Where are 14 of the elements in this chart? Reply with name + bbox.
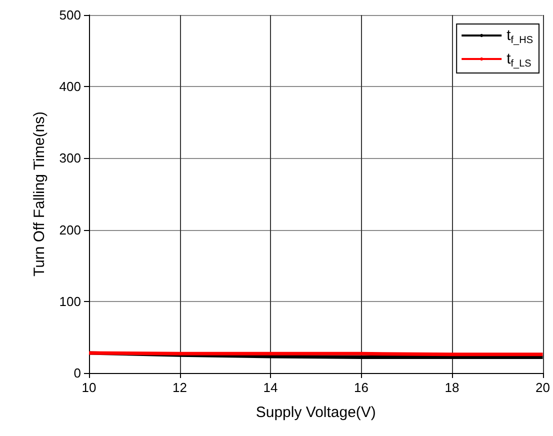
- y-tick-label: 300: [59, 150, 81, 166]
- x-axis-title: Supply Voltage(V): [256, 404, 376, 421]
- x-tick-label: 18: [444, 380, 460, 395]
- x-tick-label: 20: [536, 380, 550, 395]
- y-tick-label: 400: [59, 79, 81, 94]
- y-axis-title: Turn Off Falling Time(ns): [31, 111, 48, 277]
- x-tick-label: 16: [354, 380, 368, 395]
- y-tick-label: 100: [59, 294, 81, 309]
- y-tick-label: 0: [74, 366, 81, 380]
- y-tick-label: 200: [59, 222, 81, 238]
- y-tick-label: 500: [59, 8, 81, 22]
- x-tick-label: 10: [82, 380, 96, 395]
- x-tick-label: 14: [263, 380, 278, 395]
- x-tick-label: 12: [172, 380, 187, 395]
